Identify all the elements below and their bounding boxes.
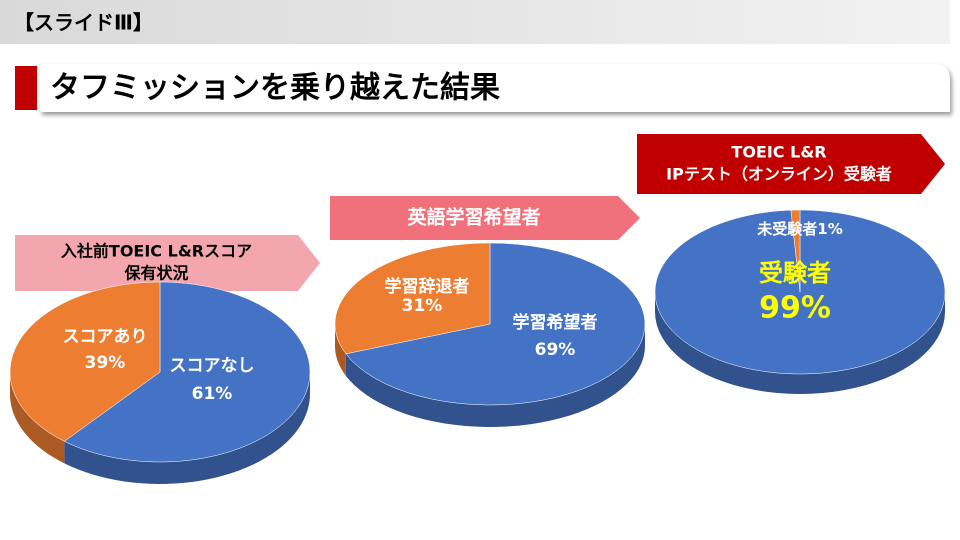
banner-text: IPテスト（オンライン）受験者 xyxy=(666,165,892,184)
pie-side xyxy=(64,372,310,484)
pie-slice xyxy=(345,242,646,406)
slice-label: 未受験者1% xyxy=(756,220,842,238)
banner xyxy=(330,196,640,240)
pie-slice xyxy=(9,281,161,442)
title-box xyxy=(40,64,950,112)
slice-label: 学習希望者 xyxy=(513,312,598,333)
banner xyxy=(637,134,945,194)
banner-text: 英語学習希望者 xyxy=(407,206,540,229)
pie-side xyxy=(10,372,65,464)
banner-text: 入社前TOEIC L&Rスコア xyxy=(61,242,252,261)
slice-value-label: 1% xyxy=(817,220,842,238)
pie-side xyxy=(345,324,645,427)
banner xyxy=(15,235,320,291)
slice-label: スコアあり xyxy=(63,327,148,347)
pie-slice xyxy=(63,281,311,463)
slice-label: 受験者 xyxy=(759,259,831,287)
banner-text: TOEIC L&R xyxy=(731,143,826,162)
pie-slice xyxy=(334,242,491,355)
pie-slice xyxy=(654,209,946,375)
slice-value-label: 99% xyxy=(759,291,831,326)
title-marker xyxy=(15,66,37,110)
slice-value-label: 39% xyxy=(85,353,126,373)
slice-label: 学習辞退者 xyxy=(385,276,470,297)
pie-slice xyxy=(790,209,801,293)
slice-value-label: 69% xyxy=(535,340,576,360)
slide-title: タフミッションを乗り越えた結果 xyxy=(50,71,500,106)
slice-label: スコアなし xyxy=(170,356,255,376)
slice-value-label: 31% xyxy=(402,296,443,316)
banner-text: 保有状況 xyxy=(123,264,188,283)
pie-side xyxy=(655,292,945,394)
slice-label-name: 未受験者 xyxy=(756,220,817,238)
header-bar xyxy=(0,0,950,44)
pie-side xyxy=(335,324,346,376)
slice-value-label: 61% xyxy=(192,384,233,404)
slide-label: 【スライドⅢ】 xyxy=(14,11,153,35)
